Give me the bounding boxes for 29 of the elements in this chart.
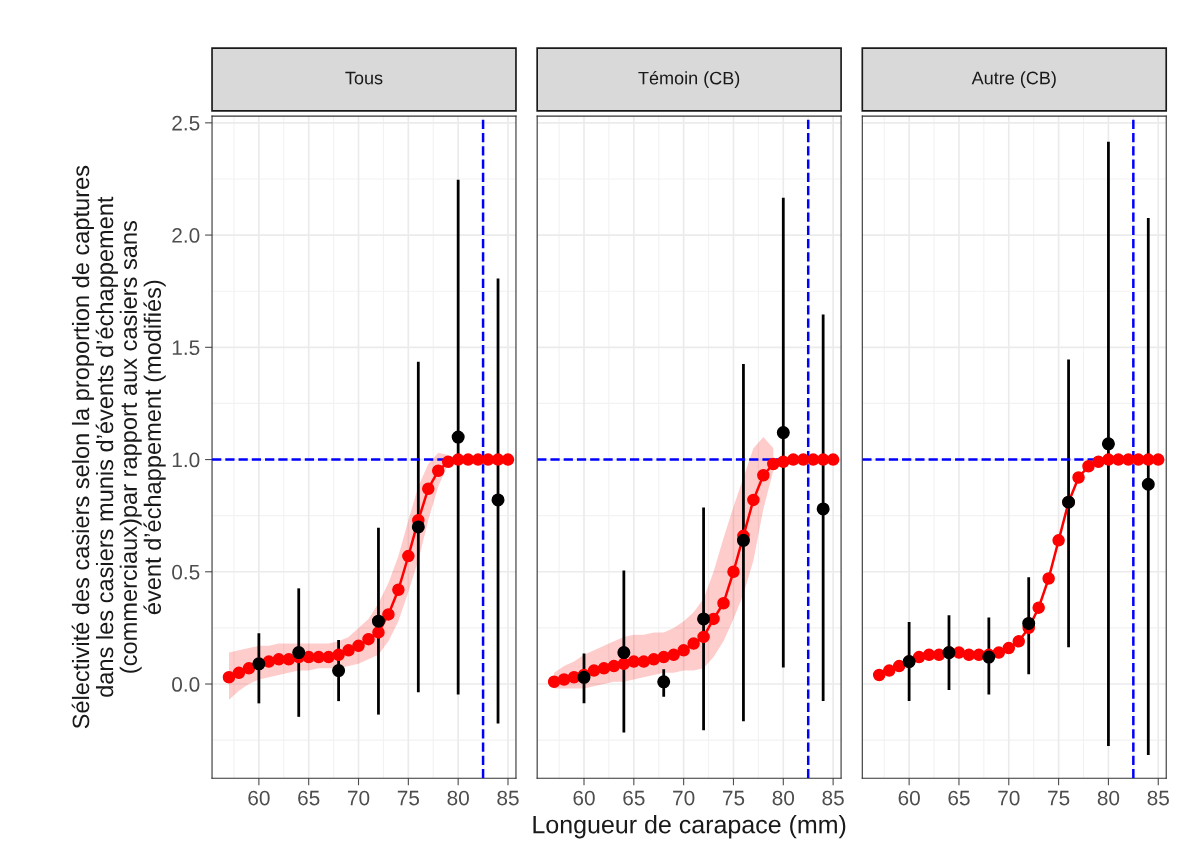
x-tick-label: 65 xyxy=(623,790,645,806)
x-tick-label: 75 xyxy=(1048,790,1070,806)
x-tick-label: 70 xyxy=(998,790,1020,806)
x-tick-label: 85 xyxy=(497,790,519,806)
chart-title: Tous xyxy=(345,71,383,85)
y-tick-label: 1.0 xyxy=(172,452,200,468)
x-tick-label: 75 xyxy=(397,790,420,806)
chart-title: Témoin (CB) xyxy=(638,71,740,89)
y-axis-title: Sélectivité des casiers selon la proportion de captures dans les casiers munis d’évents d’échappement (commerciaux)par rapport aux casiers sans évent d’échappement (modifiés) xyxy=(71,165,166,729)
x-tick-label: 60 xyxy=(573,790,595,806)
y-tick-label: 0.5 xyxy=(172,564,200,580)
x-tick-label: 80 xyxy=(447,790,469,806)
y-tick-label: 0.0 xyxy=(172,677,200,692)
x-tick-label: 80 xyxy=(1097,790,1120,806)
x-tick-label: 85 xyxy=(1147,790,1169,806)
x-tick-label: 60 xyxy=(248,790,270,806)
x-axis-title: Longueur de carapace (mm) xyxy=(533,815,846,839)
x-tick-label: 85 xyxy=(822,790,844,806)
chart-title: Autre (CB) xyxy=(971,71,1056,88)
x-tick-label: 65 xyxy=(948,790,970,806)
x-tick-label: 65 xyxy=(298,790,320,806)
y-tick-label: 1.5 xyxy=(172,340,200,356)
y-tick-label: 2.0 xyxy=(172,228,200,243)
x-tick-label: 80 xyxy=(772,790,795,806)
x-tick-label: 60 xyxy=(898,790,920,806)
x-tick-label: 70 xyxy=(673,790,695,806)
y-tick-label: 2.5 xyxy=(172,115,200,131)
x-tick-label: 75 xyxy=(722,790,745,806)
x-tick-label: 70 xyxy=(348,790,370,806)
